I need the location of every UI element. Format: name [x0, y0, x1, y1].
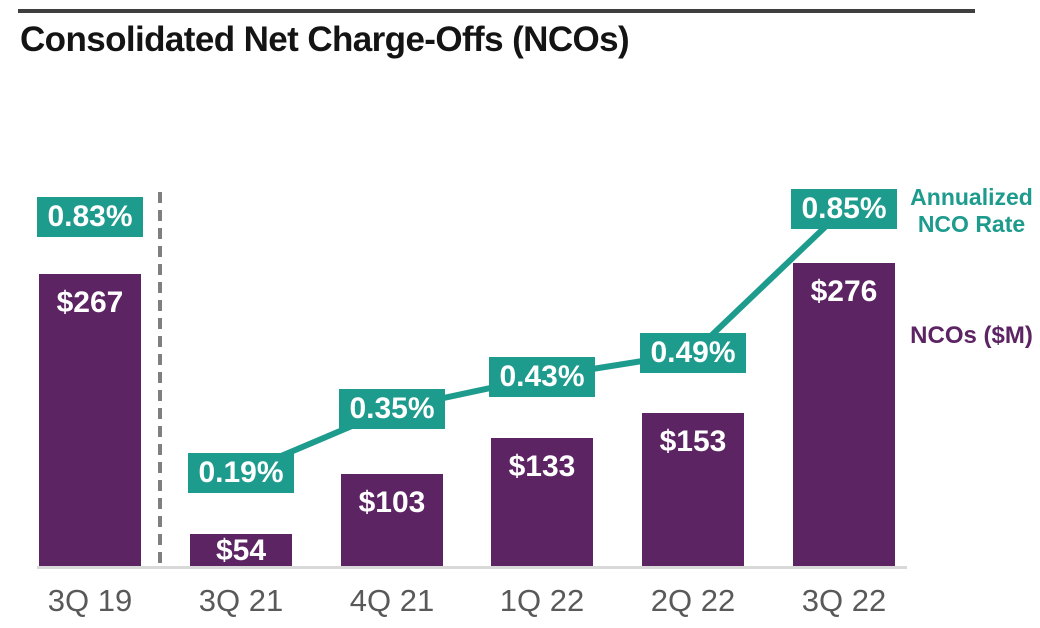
x-axis-label-3q-21: 3Q 21: [198, 583, 284, 618]
x-axis-label-1q-22: 1Q 22: [499, 583, 585, 618]
nco-bar-3q-19: [39, 274, 141, 568]
nco-bar-value-label-4q-21: $103: [358, 486, 426, 519]
nco-bar-value-label-3q-19: $267: [56, 286, 124, 319]
nco-bar-value-label-3q-21: $54: [215, 534, 267, 567]
rate-badge-2q-22: 0.49%: [640, 333, 746, 373]
nco-bar-3q-21: [190, 534, 292, 568]
x-axis-label-2q-22: 2Q 22: [650, 583, 736, 618]
nco-bar-value-label-3q-22: $276: [810, 275, 878, 308]
legend-rate-line1: Annualized: [910, 184, 1033, 210]
nco-bar-2q-22: [642, 413, 744, 568]
nco-bar-value-label-2q-22: $153: [659, 425, 727, 458]
rate-badge-3q-21: 0.19%: [188, 453, 294, 493]
period-separator-dashed-line: [158, 192, 162, 568]
legend-annualized-nco-rate: Annualized NCO Rate: [903, 184, 1040, 238]
x-axis-label-3q-19: 3Q 19: [47, 583, 133, 618]
rate-badge-3q-19: 0.83%: [37, 197, 143, 237]
top-rule: [18, 9, 975, 13]
rate-line-path: [239, 206, 847, 476]
nco-bar-1q-22: [491, 438, 593, 568]
x-axis-line: [37, 566, 907, 569]
nco-bar-3q-22: [793, 263, 895, 568]
legend-ncos-millions: NCOs ($M): [910, 322, 1033, 349]
x-axis-label-4q-21: 4Q 21: [349, 583, 435, 618]
x-axis-label-3q-22: 3Q 22: [801, 583, 887, 618]
rate-badge-4q-21: 0.35%: [339, 389, 445, 429]
rate-badge-3q-22: 0.85%: [791, 189, 897, 229]
page-title: Consolidated Net Charge-Offs (NCOs): [20, 20, 630, 59]
legend-rate-line2: NCO Rate: [917, 211, 1026, 237]
nco-bar-4q-21: [341, 474, 443, 568]
nco-bar-value-label-1q-22: $133: [508, 450, 576, 483]
rate-badge-1q-22: 0.43%: [489, 357, 595, 397]
